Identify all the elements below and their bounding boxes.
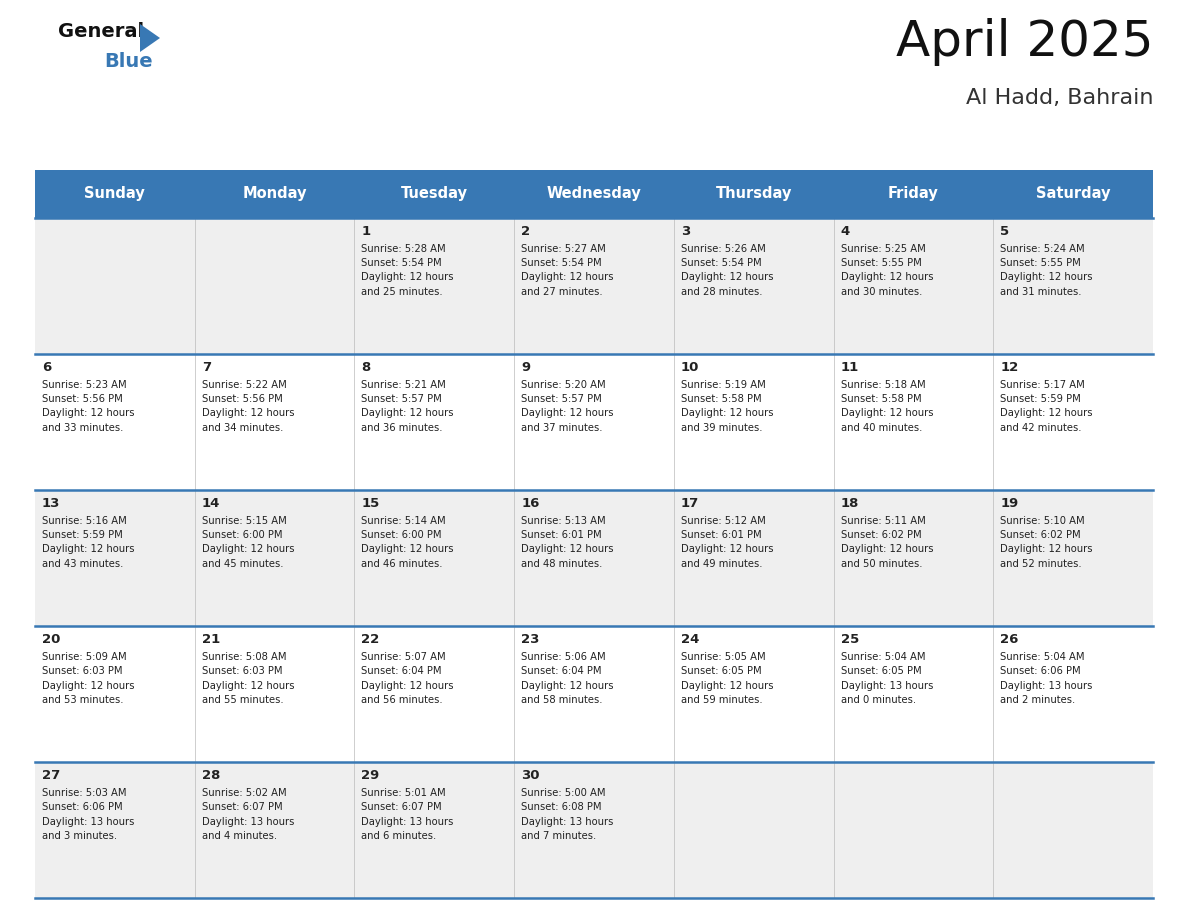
Text: Sunday: Sunday xyxy=(84,186,145,201)
Text: 9: 9 xyxy=(522,361,530,374)
Text: 3: 3 xyxy=(681,225,690,238)
Text: Sunrise: 5:04 AM
Sunset: 6:06 PM
Daylight: 13 hours
and 2 minutes.: Sunrise: 5:04 AM Sunset: 6:06 PM Dayligh… xyxy=(1000,652,1093,705)
Text: Sunrise: 5:28 AM
Sunset: 5:54 PM
Daylight: 12 hours
and 25 minutes.: Sunrise: 5:28 AM Sunset: 5:54 PM Dayligh… xyxy=(361,243,454,297)
Text: 12: 12 xyxy=(1000,361,1018,374)
Text: 11: 11 xyxy=(841,361,859,374)
Text: April 2025: April 2025 xyxy=(896,18,1154,66)
Text: 19: 19 xyxy=(1000,497,1018,509)
Text: 4: 4 xyxy=(841,225,849,238)
Text: 1: 1 xyxy=(361,225,371,238)
Text: 7: 7 xyxy=(202,361,210,374)
Text: Al Hadd, Bahrain: Al Hadd, Bahrain xyxy=(966,88,1154,108)
Text: Friday: Friday xyxy=(889,186,939,201)
Text: Sunrise: 5:00 AM
Sunset: 6:08 PM
Daylight: 13 hours
and 7 minutes.: Sunrise: 5:00 AM Sunset: 6:08 PM Dayligh… xyxy=(522,788,613,841)
Bar xyxy=(34,353,1154,489)
Text: Sunrise: 5:01 AM
Sunset: 6:07 PM
Daylight: 13 hours
and 6 minutes.: Sunrise: 5:01 AM Sunset: 6:07 PM Dayligh… xyxy=(361,788,454,841)
Text: Sunrise: 5:17 AM
Sunset: 5:59 PM
Daylight: 12 hours
and 42 minutes.: Sunrise: 5:17 AM Sunset: 5:59 PM Dayligh… xyxy=(1000,380,1093,432)
Text: 30: 30 xyxy=(522,768,539,782)
Bar xyxy=(34,218,1154,353)
Text: 26: 26 xyxy=(1000,633,1018,645)
Text: Sunrise: 5:13 AM
Sunset: 6:01 PM
Daylight: 12 hours
and 48 minutes.: Sunrise: 5:13 AM Sunset: 6:01 PM Dayligh… xyxy=(522,516,614,569)
Text: Sunrise: 5:26 AM
Sunset: 5:54 PM
Daylight: 12 hours
and 28 minutes.: Sunrise: 5:26 AM Sunset: 5:54 PM Dayligh… xyxy=(681,243,773,297)
Text: 6: 6 xyxy=(42,361,51,374)
Bar xyxy=(34,626,1154,762)
Text: Sunrise: 5:08 AM
Sunset: 6:03 PM
Daylight: 12 hours
and 55 minutes.: Sunrise: 5:08 AM Sunset: 6:03 PM Dayligh… xyxy=(202,652,295,705)
Text: Sunrise: 5:24 AM
Sunset: 5:55 PM
Daylight: 12 hours
and 31 minutes.: Sunrise: 5:24 AM Sunset: 5:55 PM Dayligh… xyxy=(1000,243,1093,297)
Text: 16: 16 xyxy=(522,497,539,509)
Text: Sunrise: 5:14 AM
Sunset: 6:00 PM
Daylight: 12 hours
and 46 minutes.: Sunrise: 5:14 AM Sunset: 6:00 PM Dayligh… xyxy=(361,516,454,569)
Text: 28: 28 xyxy=(202,768,220,782)
Text: 13: 13 xyxy=(42,497,61,509)
Text: Sunrise: 5:20 AM
Sunset: 5:57 PM
Daylight: 12 hours
and 37 minutes.: Sunrise: 5:20 AM Sunset: 5:57 PM Dayligh… xyxy=(522,380,614,432)
Bar xyxy=(34,170,1154,218)
Text: Sunrise: 5:04 AM
Sunset: 6:05 PM
Daylight: 13 hours
and 0 minutes.: Sunrise: 5:04 AM Sunset: 6:05 PM Dayligh… xyxy=(841,652,933,705)
Text: 17: 17 xyxy=(681,497,699,509)
Text: Sunrise: 5:18 AM
Sunset: 5:58 PM
Daylight: 12 hours
and 40 minutes.: Sunrise: 5:18 AM Sunset: 5:58 PM Dayligh… xyxy=(841,380,933,432)
Text: Sunrise: 5:06 AM
Sunset: 6:04 PM
Daylight: 12 hours
and 58 minutes.: Sunrise: 5:06 AM Sunset: 6:04 PM Dayligh… xyxy=(522,652,614,705)
Text: 21: 21 xyxy=(202,633,220,645)
Text: Saturday: Saturday xyxy=(1036,186,1111,201)
Text: 27: 27 xyxy=(42,768,61,782)
Text: 5: 5 xyxy=(1000,225,1010,238)
Text: Tuesday: Tuesday xyxy=(400,186,468,201)
Text: Sunrise: 5:23 AM
Sunset: 5:56 PM
Daylight: 12 hours
and 33 minutes.: Sunrise: 5:23 AM Sunset: 5:56 PM Dayligh… xyxy=(42,380,134,432)
Polygon shape xyxy=(140,24,160,52)
Text: Monday: Monday xyxy=(242,186,307,201)
Text: Sunrise: 5:25 AM
Sunset: 5:55 PM
Daylight: 12 hours
and 30 minutes.: Sunrise: 5:25 AM Sunset: 5:55 PM Dayligh… xyxy=(841,243,933,297)
Text: 20: 20 xyxy=(42,633,61,645)
Text: Wednesday: Wednesday xyxy=(546,186,642,201)
Text: General: General xyxy=(58,22,144,41)
Text: Sunrise: 5:05 AM
Sunset: 6:05 PM
Daylight: 12 hours
and 59 minutes.: Sunrise: 5:05 AM Sunset: 6:05 PM Dayligh… xyxy=(681,652,773,705)
Text: Sunrise: 5:02 AM
Sunset: 6:07 PM
Daylight: 13 hours
and 4 minutes.: Sunrise: 5:02 AM Sunset: 6:07 PM Dayligh… xyxy=(202,788,295,841)
Text: 15: 15 xyxy=(361,497,380,509)
Text: 18: 18 xyxy=(841,497,859,509)
Text: Sunrise: 5:21 AM
Sunset: 5:57 PM
Daylight: 12 hours
and 36 minutes.: Sunrise: 5:21 AM Sunset: 5:57 PM Dayligh… xyxy=(361,380,454,432)
Text: Sunrise: 5:19 AM
Sunset: 5:58 PM
Daylight: 12 hours
and 39 minutes.: Sunrise: 5:19 AM Sunset: 5:58 PM Dayligh… xyxy=(681,380,773,432)
Text: 25: 25 xyxy=(841,633,859,645)
Text: 10: 10 xyxy=(681,361,700,374)
Text: 14: 14 xyxy=(202,497,220,509)
Text: 29: 29 xyxy=(361,768,380,782)
Text: Sunrise: 5:07 AM
Sunset: 6:04 PM
Daylight: 12 hours
and 56 minutes.: Sunrise: 5:07 AM Sunset: 6:04 PM Dayligh… xyxy=(361,652,454,705)
Text: 2: 2 xyxy=(522,225,530,238)
Text: Sunrise: 5:15 AM
Sunset: 6:00 PM
Daylight: 12 hours
and 45 minutes.: Sunrise: 5:15 AM Sunset: 6:00 PM Dayligh… xyxy=(202,516,295,569)
Text: Sunrise: 5:22 AM
Sunset: 5:56 PM
Daylight: 12 hours
and 34 minutes.: Sunrise: 5:22 AM Sunset: 5:56 PM Dayligh… xyxy=(202,380,295,432)
Text: Sunrise: 5:09 AM
Sunset: 6:03 PM
Daylight: 12 hours
and 53 minutes.: Sunrise: 5:09 AM Sunset: 6:03 PM Dayligh… xyxy=(42,652,134,705)
Text: 23: 23 xyxy=(522,633,539,645)
Text: Sunrise: 5:27 AM
Sunset: 5:54 PM
Daylight: 12 hours
and 27 minutes.: Sunrise: 5:27 AM Sunset: 5:54 PM Dayligh… xyxy=(522,243,614,297)
Text: Thursday: Thursday xyxy=(715,186,792,201)
Text: 24: 24 xyxy=(681,633,700,645)
Bar xyxy=(34,762,1154,898)
Text: Sunrise: 5:12 AM
Sunset: 6:01 PM
Daylight: 12 hours
and 49 minutes.: Sunrise: 5:12 AM Sunset: 6:01 PM Dayligh… xyxy=(681,516,773,569)
Text: Blue: Blue xyxy=(105,52,152,71)
Text: Sunrise: 5:10 AM
Sunset: 6:02 PM
Daylight: 12 hours
and 52 minutes.: Sunrise: 5:10 AM Sunset: 6:02 PM Dayligh… xyxy=(1000,516,1093,569)
Text: Sunrise: 5:03 AM
Sunset: 6:06 PM
Daylight: 13 hours
and 3 minutes.: Sunrise: 5:03 AM Sunset: 6:06 PM Dayligh… xyxy=(42,788,134,841)
Text: 22: 22 xyxy=(361,633,380,645)
Text: Sunrise: 5:11 AM
Sunset: 6:02 PM
Daylight: 12 hours
and 50 minutes.: Sunrise: 5:11 AM Sunset: 6:02 PM Dayligh… xyxy=(841,516,933,569)
Bar xyxy=(34,489,1154,626)
Text: 8: 8 xyxy=(361,361,371,374)
Text: Sunrise: 5:16 AM
Sunset: 5:59 PM
Daylight: 12 hours
and 43 minutes.: Sunrise: 5:16 AM Sunset: 5:59 PM Dayligh… xyxy=(42,516,134,569)
